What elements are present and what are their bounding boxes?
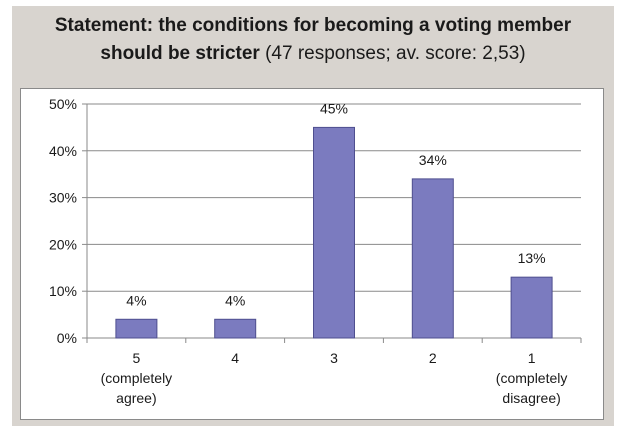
x-tick-label: 4 bbox=[231, 350, 239, 366]
x-tick-label: 2 bbox=[429, 350, 437, 366]
bar-chart: 0% 10% 20% 30% 40% 50% 4% 5 (completely agree) 4% 4… bbox=[49, 96, 582, 406]
x-tick-label: 5 bbox=[133, 350, 141, 366]
x-tick-label: (completely bbox=[101, 370, 173, 386]
bar bbox=[115, 318, 158, 339]
y-tick-label: 30% bbox=[49, 190, 77, 206]
y-tick-label: 40% bbox=[49, 143, 77, 159]
y-tick-label: 0% bbox=[57, 330, 77, 346]
x-tick-label: (completely bbox=[496, 370, 568, 386]
y-tick-label: 10% bbox=[49, 283, 77, 299]
plot-area: 0% 10% 20% 30% 40% 50% 4% 5 (completely agree) 4% 4… bbox=[20, 88, 604, 420]
chart-frame: Statement: the conditions for becoming a… bbox=[12, 6, 614, 426]
data-label: 13% bbox=[518, 250, 546, 266]
title-line1: Statement: the conditions for becoming a… bbox=[54, 15, 572, 36]
y-tick-label: 50% bbox=[49, 96, 77, 112]
chart-title: Statement: the conditions for becoming a… bbox=[12, 12, 614, 68]
title-line2-detail: (47 responses; av. score: 2,53) bbox=[259, 43, 526, 64]
bar bbox=[214, 318, 257, 339]
data-label: 34% bbox=[419, 152, 447, 168]
data-label: 45% bbox=[320, 100, 348, 116]
x-tick-label: 1 bbox=[528, 350, 536, 366]
bar bbox=[411, 178, 454, 339]
title-line2-bold: should be stricter bbox=[100, 43, 260, 64]
bar bbox=[313, 126, 355, 339]
y-tick-label: 20% bbox=[49, 236, 77, 252]
x-tick-label: disagree) bbox=[502, 390, 560, 406]
data-label: 4% bbox=[126, 292, 146, 308]
x-tick-label: 3 bbox=[330, 350, 338, 366]
bar bbox=[510, 276, 553, 339]
x-tick-label: agree) bbox=[116, 390, 156, 406]
data-label: 4% bbox=[225, 292, 245, 308]
